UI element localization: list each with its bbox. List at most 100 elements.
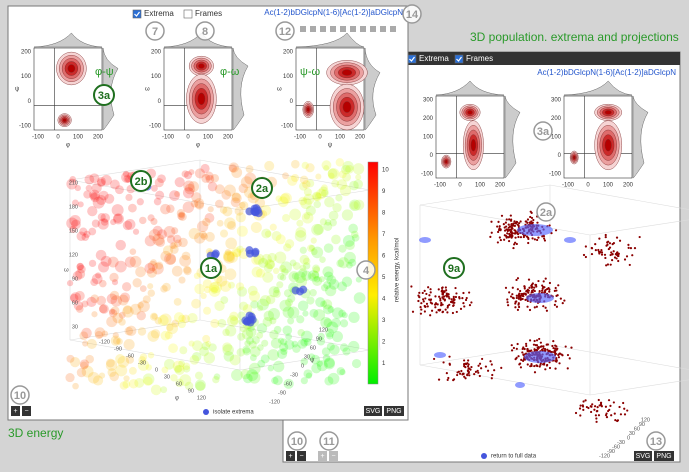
- energy-sphere: [182, 201, 195, 213]
- energy-sphere: [300, 338, 309, 347]
- toolbar-icon[interactable]: [340, 26, 346, 32]
- frame-point: [519, 296, 522, 299]
- toolbar-icon[interactable]: [380, 26, 386, 32]
- button-label[interactable]: +: [288, 453, 292, 460]
- button-label[interactable]: +: [13, 408, 17, 415]
- energy-sphere: [76, 367, 87, 378]
- energy-sphere: [164, 331, 173, 340]
- y-tick-label: 100: [21, 74, 32, 80]
- energy-sphere: [66, 354, 75, 363]
- toolbar-icon[interactable]: [360, 26, 366, 32]
- x-tick-label: -100: [562, 183, 575, 189]
- frame-point: [530, 363, 533, 366]
- energy-sphere: [109, 309, 118, 318]
- cube-tick-label: 90: [316, 336, 322, 342]
- energy-sphere: [122, 380, 131, 389]
- toolbar-icon[interactable]: [350, 26, 356, 32]
- energy-sphere: [240, 369, 251, 380]
- energy-sphere: [166, 204, 175, 214]
- energy-sphere: [299, 264, 307, 272]
- energy-sphere: [190, 199, 199, 208]
- energy-sphere: [157, 314, 169, 326]
- button[interactable]: [329, 451, 338, 461]
- legend-label[interactable]: isolate extrema: [213, 410, 254, 416]
- button[interactable]: [11, 406, 20, 416]
- toolbar-icon[interactable]: [300, 26, 306, 32]
- button[interactable]: [297, 451, 306, 461]
- frame-point: [443, 295, 446, 298]
- frame-point: [510, 218, 513, 221]
- toolbar-icon[interactable]: [390, 26, 396, 32]
- button-label[interactable]: SVG: [636, 453, 651, 460]
- frame-point: [516, 277, 520, 280]
- frame-point: [550, 350, 554, 354]
- toolbar-icon[interactable]: [370, 26, 376, 32]
- contour: [341, 69, 353, 76]
- energy-sphere: [90, 294, 100, 304]
- frame-point: [467, 370, 471, 374]
- toolbar-icon[interactable]: [330, 26, 336, 32]
- energy-sphere: [231, 192, 241, 202]
- energy-sphere: [79, 227, 88, 236]
- frame-point: [528, 221, 531, 224]
- x-tick-label: 100: [475, 183, 486, 189]
- button-label[interactable]: −: [299, 453, 303, 460]
- frame-point: [522, 359, 525, 362]
- extremum-cluster: [517, 224, 553, 236]
- button-label[interactable]: −: [331, 453, 335, 460]
- checkbox[interactable]: [407, 54, 417, 64]
- button[interactable]: [634, 451, 652, 461]
- toolbar-icon[interactable]: [320, 26, 326, 32]
- energy-sphere: [227, 220, 237, 231]
- frame-point: [523, 347, 526, 351]
- energy-sphere: [345, 164, 354, 174]
- button-label[interactable]: +: [320, 453, 324, 460]
- checkbox-label: Extrema: [419, 54, 449, 63]
- energy-sphere: [178, 360, 186, 368]
- frame-point: [496, 241, 499, 244]
- energy-sphere: [257, 359, 266, 368]
- callout-circle: [356, 260, 376, 280]
- frame-point: [451, 301, 454, 304]
- energy-sphere: [261, 253, 272, 265]
- frame-point: [516, 342, 519, 346]
- energy-sphere: [194, 168, 206, 179]
- energy-sphere: [321, 184, 328, 192]
- button[interactable]: [654, 451, 674, 461]
- axis-label: φ: [175, 396, 179, 402]
- energy-sphere: [79, 331, 89, 341]
- energy-sphere: [217, 318, 227, 328]
- checkbox[interactable]: [132, 9, 142, 19]
- energy-sphere: [329, 344, 340, 356]
- energy-sphere: [98, 261, 110, 273]
- frame-point: [590, 410, 593, 414]
- x-tick-label: 200: [93, 135, 104, 141]
- energy-sphere: [323, 318, 333, 328]
- frame-point: [503, 238, 506, 241]
- energy-sphere: [134, 377, 145, 388]
- button[interactable]: [286, 451, 295, 461]
- button-label[interactable]: SVG: [366, 408, 381, 415]
- energy-sphere: [91, 183, 102, 194]
- molecule-title: Ac(1-2)bDGlcpN(1-6)[Ac(1-2)]aDGlcpN: [264, 8, 403, 17]
- legend-label[interactable]: return to full data: [491, 454, 537, 460]
- energy-sphere: [331, 317, 341, 328]
- button-label[interactable]: PNG: [386, 408, 401, 415]
- button[interactable]: [364, 406, 382, 416]
- energy-sphere: [250, 300, 259, 309]
- button-label[interactable]: PNG: [656, 453, 671, 460]
- button-label[interactable]: −: [24, 408, 28, 415]
- energy-sphere: [283, 289, 292, 298]
- frame-point: [605, 412, 608, 415]
- toolbar-icon[interactable]: [310, 26, 316, 32]
- button[interactable]: [384, 406, 404, 416]
- button[interactable]: [318, 451, 327, 461]
- energy-sphere: [323, 271, 334, 282]
- checkbox[interactable]: [183, 9, 193, 19]
- checkbox[interactable]: [454, 54, 464, 64]
- energy-sphere: [152, 233, 165, 246]
- frame-point: [515, 242, 518, 246]
- button[interactable]: [22, 406, 31, 416]
- energy-sphere: [222, 342, 233, 353]
- y-tick-label: 200: [423, 116, 434, 122]
